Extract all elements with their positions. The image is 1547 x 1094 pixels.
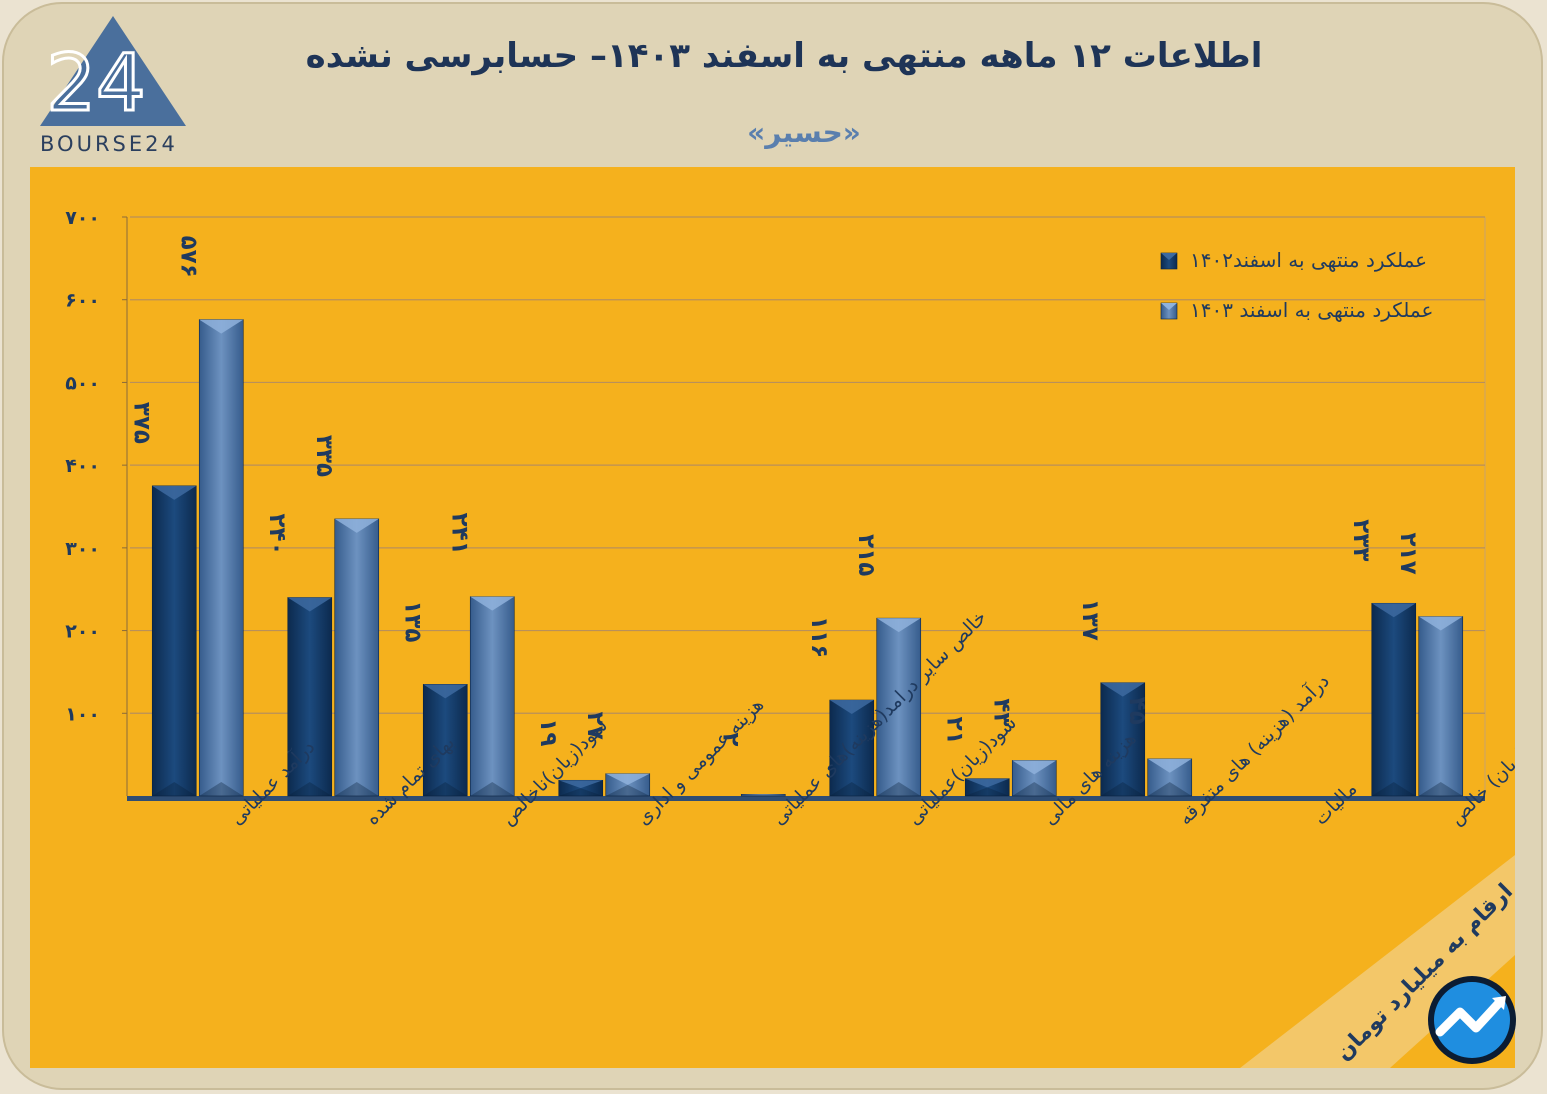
bar-bevel bbox=[199, 319, 244, 334]
data-label: ۱۳۷ bbox=[1077, 599, 1103, 641]
data-label: ۲۱۵ bbox=[853, 534, 879, 576]
bar-bevel bbox=[829, 700, 874, 715]
y-tick-label: ۲۰۰ bbox=[65, 621, 100, 643]
bar-bevel bbox=[423, 684, 468, 699]
bar-bevel-bottom bbox=[829, 782, 874, 796]
bar-bevel bbox=[152, 485, 197, 500]
y-tick-label: ۴۰۰ bbox=[65, 455, 100, 477]
bar-bevel-bottom bbox=[1100, 782, 1145, 796]
bar-bevel-bottom bbox=[334, 782, 379, 796]
data-label: ۴۳ bbox=[988, 698, 1014, 726]
y-tick-label: ۱۰۰ bbox=[65, 703, 100, 725]
y-tick-label: ۶۰۰ bbox=[65, 290, 100, 312]
bar-bevel-bottom bbox=[1012, 782, 1057, 796]
legend-label: عملکرد منتهی به اسفند۱۴۰۲ bbox=[1190, 248, 1427, 272]
bar bbox=[287, 597, 333, 797]
site-logo-icon bbox=[1428, 976, 1516, 1064]
data-label: ۴۵ bbox=[1124, 697, 1150, 725]
bar bbox=[876, 617, 922, 797]
bar-bevel bbox=[876, 618, 921, 633]
bar-bevel-bottom bbox=[199, 782, 244, 796]
bar-bevel-bottom bbox=[287, 782, 332, 796]
legend-swatch-bevel bbox=[1161, 303, 1177, 310]
bar-bevel bbox=[558, 780, 603, 789]
bar-bevel bbox=[1147, 758, 1192, 773]
bar-bevel-bottom bbox=[423, 782, 468, 796]
bar-bevel-bottom bbox=[741, 795, 786, 796]
x-category-label: درآمد (هزینه) های متفرقه bbox=[1173, 669, 1334, 830]
y-tick-label: ۷۰۰ bbox=[65, 207, 100, 229]
y-tick-label: ۳۰۰ bbox=[65, 538, 100, 560]
bar bbox=[334, 518, 380, 797]
bar-bevel-bottom bbox=[558, 788, 603, 796]
bar-bevel bbox=[1100, 682, 1145, 697]
bar-bevel-bottom bbox=[965, 787, 1010, 796]
bar-bevel bbox=[1371, 603, 1416, 618]
company-name: «حسیر» bbox=[747, 116, 861, 149]
data-label: ۳۷۵ bbox=[128, 402, 154, 444]
data-label: ۲ bbox=[717, 732, 743, 746]
bar-bevel-bottom bbox=[152, 782, 197, 796]
bar-bevel-bottom bbox=[1371, 782, 1416, 796]
data-label: ۲۱ bbox=[941, 717, 967, 745]
bar bbox=[198, 319, 244, 797]
data-label: ۲۳۳ bbox=[1348, 519, 1374, 561]
brand-text: BOURSE24 bbox=[40, 132, 178, 156]
bar-bevel-bottom bbox=[1418, 782, 1463, 796]
bar-bevel bbox=[334, 518, 379, 533]
logo-mark: 24 bbox=[46, 39, 145, 129]
bar bbox=[1371, 602, 1417, 797]
bar-bevel-bottom bbox=[605, 784, 650, 796]
chart-panel: ۱۰۰ ۲۰۰ ۳۰۰ ۴۰۰ ۵۰۰ ۶۰۰ ۷۰۰ ۳۷۵ ۵۷۶ درآمد عملیات… bbox=[30, 167, 1515, 1068]
data-label: ۲۴۱ bbox=[446, 513, 472, 555]
bar-bevel bbox=[605, 773, 650, 785]
data-label: ۵۷۶ bbox=[175, 236, 201, 278]
bar-bevel bbox=[470, 596, 515, 611]
bar-bevel bbox=[965, 778, 1010, 788]
x-category-label: هزینه عمومی و اداری bbox=[632, 694, 768, 830]
chart-title: اطلاعات ۱۲ ماهه منتهی به اسفند ۱۴۰۳– حسا… bbox=[305, 36, 1263, 76]
x-category-label: مالیات bbox=[1310, 778, 1362, 830]
x-axis-line bbox=[127, 796, 1485, 801]
data-label: ۱۳۵ bbox=[399, 600, 425, 642]
bar bbox=[1418, 616, 1464, 797]
data-label: ۲۱۷ bbox=[1395, 533, 1421, 575]
bar bbox=[829, 699, 875, 797]
bar-bevel-bottom bbox=[470, 782, 515, 796]
bar-bevel bbox=[741, 794, 786, 796]
bar bbox=[151, 485, 197, 797]
legend-label: عملکرد منتهی به اسفند ۱۴۰۳ bbox=[1190, 298, 1433, 322]
data-label: ۲۷ bbox=[582, 712, 608, 740]
bar-bevel bbox=[1012, 760, 1057, 775]
data-label: ۱۱۶ bbox=[806, 616, 832, 658]
y-tick-label: ۵۰۰ bbox=[65, 372, 100, 394]
bar-bevel-bottom bbox=[876, 782, 921, 796]
bar-bevel bbox=[287, 597, 332, 612]
bar-bevel-bottom bbox=[1147, 782, 1192, 796]
logo-triangle bbox=[40, 16, 186, 126]
data-label: ۳۳۵ bbox=[311, 435, 337, 477]
legend-swatch-bevel bbox=[1161, 253, 1177, 260]
bar-bevel bbox=[1418, 616, 1463, 631]
bourse24-logo-icon: 24 bbox=[40, 16, 186, 131]
data-label: ۱۹ bbox=[535, 718, 561, 746]
data-label: ۲۴۰ bbox=[264, 513, 290, 555]
bar bbox=[469, 596, 515, 797]
